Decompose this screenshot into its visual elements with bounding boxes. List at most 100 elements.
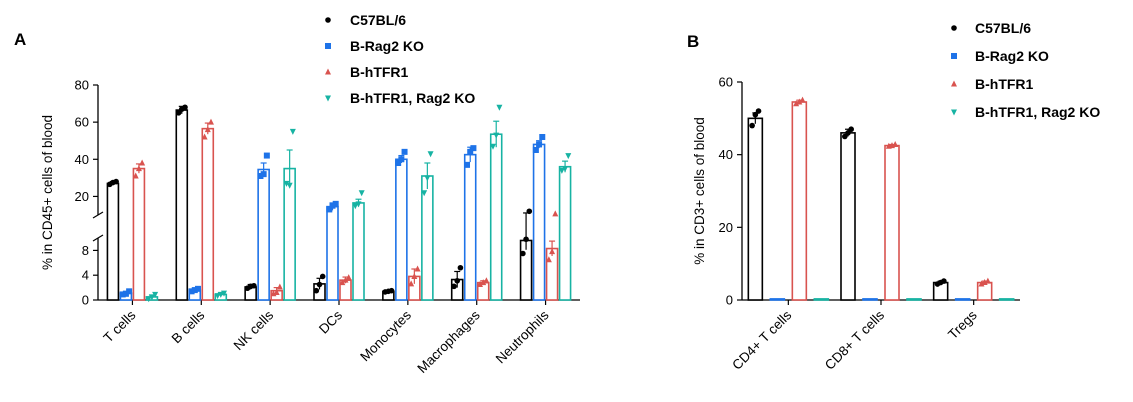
data-point xyxy=(182,104,188,111)
data-point xyxy=(752,111,759,118)
data-point xyxy=(313,287,320,294)
data-point xyxy=(454,277,461,284)
data-point xyxy=(424,175,431,182)
legend-marker xyxy=(325,17,331,23)
data-point xyxy=(451,283,457,290)
data-point xyxy=(496,104,503,111)
data-point xyxy=(520,250,526,257)
x-tick-label: Monocytes xyxy=(357,307,414,364)
data-point xyxy=(408,280,415,287)
data-point xyxy=(175,110,182,116)
x-tick-label: CD8+ T cells xyxy=(822,307,887,372)
data-point xyxy=(421,190,428,197)
x-tick-label: Macrophages xyxy=(414,307,483,376)
x-tick-label: Neutrophils xyxy=(493,307,552,366)
data-point xyxy=(339,279,346,286)
data-point xyxy=(467,148,474,155)
y-axis-label: % in CD45+ cells of blood xyxy=(40,115,55,270)
data-point xyxy=(122,290,129,297)
bar xyxy=(769,298,786,301)
y-tick-label: 60 xyxy=(719,75,733,90)
data-point xyxy=(545,256,552,263)
data-point xyxy=(398,156,405,163)
bar xyxy=(545,247,559,301)
y-tick-label: 40 xyxy=(75,152,89,167)
y-tick-label: 60 xyxy=(75,115,89,130)
data-point xyxy=(414,265,421,272)
data-point xyxy=(483,277,490,284)
data-point xyxy=(329,202,336,209)
bar xyxy=(884,144,900,301)
bar xyxy=(954,298,971,301)
data-point xyxy=(558,167,565,174)
data-point xyxy=(319,273,326,280)
data-point xyxy=(204,126,211,133)
data-point xyxy=(316,281,323,288)
y-tick-label: 8 xyxy=(82,243,89,258)
data-point xyxy=(941,278,947,284)
y-tick-label: 40 xyxy=(719,147,733,162)
y-tick-label: 0 xyxy=(726,293,733,308)
bar xyxy=(132,167,146,301)
legend-marker xyxy=(951,25,957,31)
data-point xyxy=(148,294,155,301)
data-point xyxy=(188,288,195,295)
y-tick-label: 0 xyxy=(82,293,89,308)
bar xyxy=(257,168,270,301)
data-point xyxy=(892,140,899,147)
bar xyxy=(998,298,1015,301)
data-point xyxy=(562,166,569,173)
x-tick-label: NK cells xyxy=(231,307,277,353)
data-point xyxy=(395,160,402,166)
bar xyxy=(106,182,120,301)
data-point xyxy=(352,203,359,210)
data-point xyxy=(388,287,395,294)
data-point xyxy=(135,165,142,172)
bar xyxy=(532,143,546,301)
data-point xyxy=(845,130,851,136)
bar xyxy=(326,205,339,301)
legend-label: B-hTFR1, Rag2 KO xyxy=(350,90,475,106)
bar xyxy=(463,153,477,301)
y-axis-break-mark xyxy=(92,211,104,219)
legend-marker xyxy=(325,68,331,75)
data-point xyxy=(457,264,464,271)
bar xyxy=(352,202,365,301)
data-point xyxy=(480,279,487,286)
bar xyxy=(840,132,856,301)
legend-label: B-Rag2 KO xyxy=(975,48,1049,64)
data-point xyxy=(565,153,572,160)
data-point xyxy=(355,201,362,208)
panel-label-b: B xyxy=(687,32,700,51)
data-point xyxy=(286,182,293,189)
data-point xyxy=(342,276,349,283)
panel-label-a: A xyxy=(14,30,27,49)
data-point xyxy=(427,151,434,158)
data-point xyxy=(523,236,529,243)
y-tick-label: 80 xyxy=(75,78,89,93)
legend-label: B-hTFR1, Rag2 KO xyxy=(975,104,1100,120)
data-point xyxy=(984,277,991,284)
data-point xyxy=(549,248,556,255)
bar xyxy=(489,133,503,301)
legend-marker xyxy=(951,53,957,59)
bar xyxy=(747,117,764,301)
bar xyxy=(175,109,189,301)
x-tick-label: Tregs xyxy=(945,307,980,342)
legend-label: C57BL/6 xyxy=(975,20,1031,36)
legend-marker xyxy=(325,43,331,49)
data-point xyxy=(401,148,408,155)
data-point xyxy=(493,132,500,139)
data-point xyxy=(194,285,201,292)
data-point xyxy=(536,141,543,148)
data-point xyxy=(289,128,296,135)
data-point xyxy=(139,159,146,166)
data-point xyxy=(119,291,126,298)
bar xyxy=(862,298,878,301)
data-point xyxy=(191,287,198,294)
data-point xyxy=(552,210,559,217)
data-point xyxy=(799,96,806,103)
legend-label: B-Rag2 KO xyxy=(350,38,424,54)
